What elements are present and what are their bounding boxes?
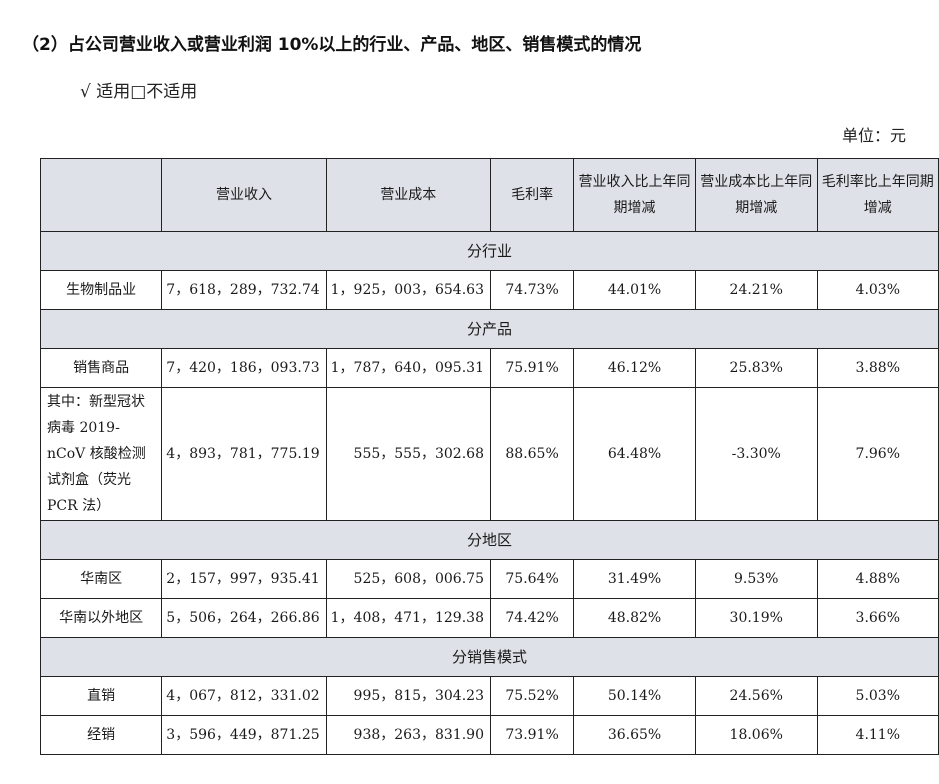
- row-name: 其中：新型冠状病毒 2019-nCoV 核酸检测试剂盒（荧光 PCR 法）: [39, 387, 163, 521]
- cost-cell: 995，815，304.23: [325, 676, 491, 716]
- cost-change-cell: 24.56%: [694, 676, 818, 716]
- header-revenue-change: 营业收入比上年同期增减: [573, 158, 696, 232]
- margin-cell: 75.64%: [489, 559, 575, 599]
- margin-change-cell: 4.88%: [816, 559, 939, 599]
- revenue-change-cell: 46.12%: [573, 348, 696, 388]
- header-blank: [39, 158, 163, 232]
- revenue-change-cell: 64.48%: [573, 387, 696, 521]
- table-row: 直销 4，067，812，331.02 995，815，304.23 75.52…: [39, 676, 939, 716]
- row-name: 生物制品业: [39, 270, 163, 310]
- revenue-change-cell: 31.49%: [573, 559, 696, 599]
- table-row: 华南以外地区 5，506，264，266.86 1，408，471，129.38…: [39, 598, 939, 638]
- margin-change-cell: 5.03%: [816, 676, 939, 716]
- cost-cell: 938，263，831.90: [325, 715, 491, 755]
- row-name: 销售商品: [39, 348, 163, 388]
- header-row: 营业收入 营业成本 毛利率 营业收入比上年同期增减 营业成本比上年同期增减 毛利…: [39, 158, 939, 232]
- margin-change-cell: 3.88%: [816, 348, 939, 388]
- margin-cell: 75.91%: [489, 348, 575, 388]
- table-row: 销售商品 7，420，186，093.73 1，787，640，095.31 7…: [39, 348, 939, 388]
- section-row: 分销售模式: [40, 637, 939, 677]
- revenue-cell: 4，893，781，775.19: [161, 387, 327, 521]
- cost-change-cell: 25.83%: [694, 348, 818, 388]
- margin-change-cell: 4.03%: [816, 270, 939, 310]
- row-name: 华南以外地区: [39, 598, 163, 638]
- margin-change-cell: 7.96%: [816, 387, 939, 521]
- revenue-cell: 5，506，264，266.86: [161, 598, 327, 638]
- row-name: 直销: [39, 676, 163, 716]
- margin-change-cell: 3.66%: [816, 598, 939, 638]
- header-revenue: 营业收入: [161, 158, 327, 232]
- revenue-change-cell: 48.82%: [573, 598, 696, 638]
- cost-cell: 555，555，302.68: [325, 387, 491, 521]
- revenue-change-cell: 50.14%: [573, 676, 696, 716]
- applicable-indicator: √ 适用□不适用: [80, 82, 198, 102]
- revenue-change-cell: 36.65%: [573, 715, 696, 755]
- header-margin-change: 毛利率比上年同期增减: [816, 158, 939, 232]
- cost-cell: 525，608，006.75: [325, 559, 491, 599]
- table-row: 经销 3，596，449，871.25 938，263，831.90 73.91…: [39, 715, 939, 755]
- revenue-cell: 4，067，812，331.02: [161, 676, 327, 716]
- header-cost: 营业成本: [325, 158, 491, 232]
- section-row: 分行业: [40, 231, 939, 271]
- cost-change-cell: 18.06%: [694, 715, 818, 755]
- table-row: 其中：新型冠状病毒 2019-nCoV 核酸检测试剂盒（荧光 PCR 法） 4，…: [39, 387, 939, 521]
- section-row: 分产品: [40, 309, 939, 349]
- section-title-sales-model: 分销售模式: [40, 637, 939, 677]
- cost-change-cell: 30.19%: [694, 598, 818, 638]
- cost-cell: 1，408，471，129.38: [325, 598, 491, 638]
- table-row: 生物制品业 7，618，289，732.74 1，925，003，654.63 …: [39, 270, 939, 310]
- margin-cell: 73.91%: [489, 715, 575, 755]
- unit-label: 单位：元: [841, 126, 906, 145]
- row-name: 经销: [39, 715, 163, 755]
- section-title-industry: 分行业: [40, 231, 939, 271]
- cost-change-cell: 9.53%: [694, 559, 818, 599]
- margin-change-cell: 4.11%: [816, 715, 939, 755]
- cost-change-cell: -3.30%: [694, 387, 818, 521]
- cost-cell: 1，925，003，654.63: [325, 270, 491, 310]
- revenue-cell: 7，420，186，093.73: [161, 348, 327, 388]
- section-title-region: 分地区: [40, 520, 939, 560]
- section-row: 分地区: [40, 520, 939, 560]
- financial-table: 营业收入 营业成本 毛利率 营业收入比上年同期增减 营业成本比上年同期增减 毛利…: [39, 158, 939, 755]
- cost-cell: 1，787，640，095.31: [325, 348, 491, 388]
- revenue-change-cell: 44.01%: [573, 270, 696, 310]
- revenue-cell: 7，618，289，732.74: [161, 270, 327, 310]
- row-name: 华南区: [39, 559, 163, 599]
- section-title-product: 分产品: [40, 309, 939, 349]
- section-heading: （2）占公司营业收入或营业利润 10%以上的行业、产品、地区、销售模式的情况: [22, 35, 642, 55]
- table-row: 华南区 2，157，997，935.41 525，608，006.75 75.6…: [39, 559, 939, 599]
- cost-change-cell: 24.21%: [694, 270, 818, 310]
- header-cost-change: 营业成本比上年同期增减: [694, 158, 818, 232]
- margin-cell: 88.65%: [489, 387, 575, 521]
- header-margin: 毛利率: [489, 158, 575, 232]
- margin-cell: 74.42%: [489, 598, 575, 638]
- revenue-cell: 2，157，997，935.41: [161, 559, 327, 599]
- revenue-cell: 3，596，449，871.25: [161, 715, 327, 755]
- margin-cell: 75.52%: [489, 676, 575, 716]
- margin-cell: 74.73%: [489, 270, 575, 310]
